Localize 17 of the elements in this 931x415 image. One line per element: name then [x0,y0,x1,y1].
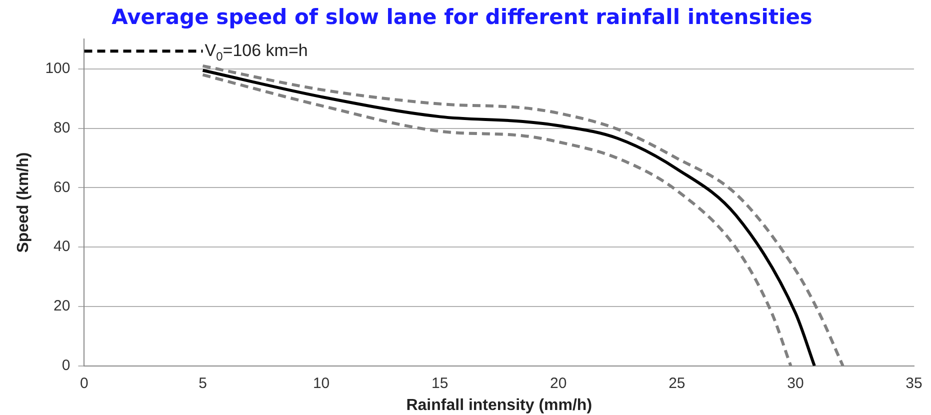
x-tick-label: 0 [80,374,88,392]
y-tick-label: 20 [54,298,70,315]
x-tick-label: 25 [668,374,686,392]
x-tick-label: 15 [432,374,448,392]
chart-title: Average speed of slow lane for different rainfall intensities [112,5,812,30]
x-tick-label: 10 [312,374,330,392]
y-tick-label: 100 [45,60,70,78]
y-tick-label: 80 [54,119,70,136]
x-axis-title: Rainfall intensity (mm/h) [406,396,592,414]
y-tick-label: 0 [62,356,70,374]
x-tick-label: 35 [906,374,922,392]
x-tick-label: 30 [787,374,804,392]
y-axis-title: Speed (km/h) [15,152,32,253]
y-tick-label: 40 [54,238,70,256]
x-tick-label: 5 [198,374,207,392]
x-tick-label: 20 [550,374,567,392]
y-tick-label: 60 [54,178,70,196]
